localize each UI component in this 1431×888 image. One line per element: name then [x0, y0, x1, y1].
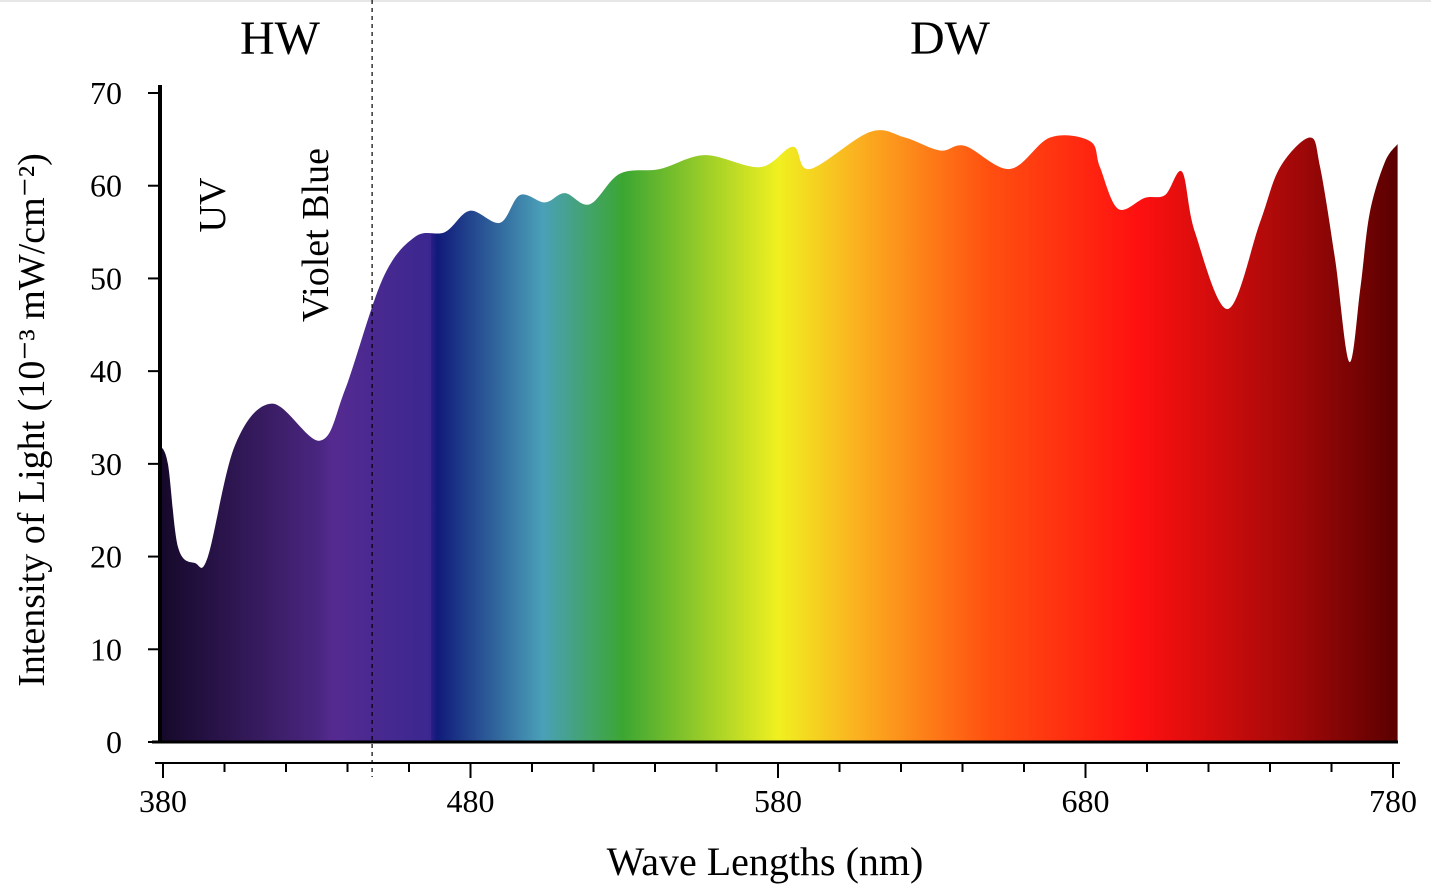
y-tick-label: 30: [90, 446, 122, 482]
y-tick-label: 0: [106, 724, 122, 760]
region-label: HW: [240, 12, 321, 65]
x-tick-label: 380: [139, 783, 187, 819]
x-tick-label: 680: [1062, 783, 1110, 819]
y-axis-title: Intensity of Light (10⁻³ mW/cm⁻²): [11, 153, 53, 687]
y-tick-label: 10: [90, 631, 122, 667]
x-axis-title: Wave Lengths (nm): [607, 839, 924, 884]
annotation: UV: [192, 177, 234, 232]
y-tick-label: 50: [90, 260, 122, 296]
y-tick-label: 70: [90, 75, 122, 111]
x-tick-label: 480: [447, 783, 495, 819]
y-tick-label: 40: [90, 353, 122, 389]
y-tick-label: 60: [90, 168, 122, 204]
annotation: Violet Blue: [295, 148, 337, 322]
region-label: DW: [910, 12, 991, 65]
spectrum-area: [159, 130, 1398, 742]
y-tick-label: 20: [90, 539, 122, 575]
x-tick-label: 780: [1369, 783, 1417, 819]
x-tick-label: 580: [754, 783, 802, 819]
